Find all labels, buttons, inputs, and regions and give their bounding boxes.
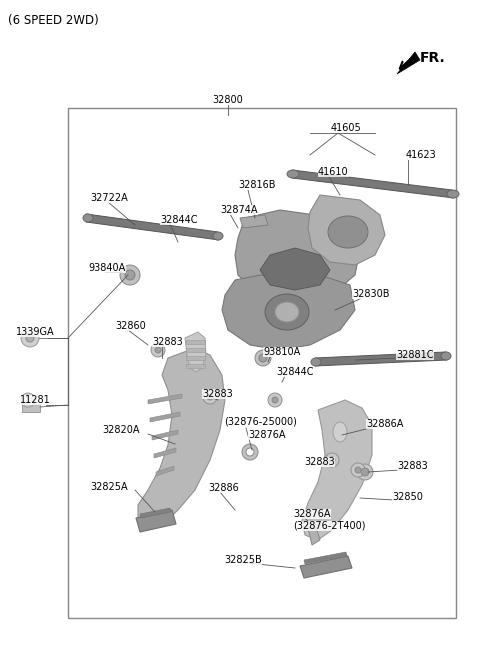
Polygon shape xyxy=(186,364,205,368)
Ellipse shape xyxy=(83,214,93,222)
Polygon shape xyxy=(315,352,447,366)
Polygon shape xyxy=(156,466,174,476)
Ellipse shape xyxy=(155,347,161,353)
Polygon shape xyxy=(150,412,180,422)
Text: 11281: 11281 xyxy=(20,395,51,405)
Text: 41623: 41623 xyxy=(406,150,437,160)
Ellipse shape xyxy=(311,358,321,366)
Text: 32860: 32860 xyxy=(115,321,146,331)
Text: 32886: 32886 xyxy=(208,483,239,493)
Text: 32883: 32883 xyxy=(202,389,233,399)
Ellipse shape xyxy=(207,394,213,400)
Ellipse shape xyxy=(272,397,278,403)
Polygon shape xyxy=(154,448,176,458)
Polygon shape xyxy=(304,552,347,564)
Ellipse shape xyxy=(120,265,140,285)
Text: 32883: 32883 xyxy=(397,461,428,471)
Text: 32722A: 32722A xyxy=(90,193,128,203)
Polygon shape xyxy=(300,556,352,578)
Bar xyxy=(68,108,456,618)
Ellipse shape xyxy=(21,329,39,347)
Polygon shape xyxy=(86,214,219,240)
Text: 32883: 32883 xyxy=(304,457,335,467)
Text: 32844C: 32844C xyxy=(276,367,313,377)
Ellipse shape xyxy=(259,354,267,362)
Text: 32883: 32883 xyxy=(152,337,183,347)
Ellipse shape xyxy=(125,270,135,280)
Polygon shape xyxy=(302,400,372,540)
Polygon shape xyxy=(140,508,171,518)
Text: 1339GA: 1339GA xyxy=(16,327,55,337)
Text: 41610: 41610 xyxy=(318,167,348,177)
Polygon shape xyxy=(397,52,420,74)
Text: 32800: 32800 xyxy=(213,95,243,105)
Text: 32850: 32850 xyxy=(392,492,423,502)
Polygon shape xyxy=(235,210,360,300)
Polygon shape xyxy=(138,348,225,530)
Text: 93840A: 93840A xyxy=(88,263,125,273)
Text: 32844C: 32844C xyxy=(160,215,197,225)
Ellipse shape xyxy=(287,170,299,178)
Text: 32825B: 32825B xyxy=(224,555,262,565)
Text: 32876A: 32876A xyxy=(293,509,331,519)
Text: 32886A: 32886A xyxy=(366,419,403,429)
Polygon shape xyxy=(22,404,40,412)
Polygon shape xyxy=(152,430,178,440)
Ellipse shape xyxy=(213,232,223,240)
Ellipse shape xyxy=(351,463,365,477)
Text: 32825A: 32825A xyxy=(90,482,128,492)
Text: 32830B: 32830B xyxy=(352,289,389,299)
Polygon shape xyxy=(186,356,205,360)
Ellipse shape xyxy=(441,352,451,360)
Ellipse shape xyxy=(361,468,369,476)
Ellipse shape xyxy=(246,448,254,456)
Text: 32876A: 32876A xyxy=(248,430,286,440)
Text: (32876-2T400): (32876-2T400) xyxy=(293,521,365,531)
Ellipse shape xyxy=(26,334,34,342)
Ellipse shape xyxy=(329,457,335,463)
Ellipse shape xyxy=(357,464,373,480)
Text: 93810A: 93810A xyxy=(263,347,300,357)
Ellipse shape xyxy=(355,467,361,473)
Polygon shape xyxy=(240,215,268,228)
Ellipse shape xyxy=(255,350,271,366)
Text: (32876-25000): (32876-25000) xyxy=(224,417,297,427)
Polygon shape xyxy=(308,524,320,545)
Text: 41605: 41605 xyxy=(331,123,361,133)
Text: 32820A: 32820A xyxy=(102,425,140,435)
Ellipse shape xyxy=(268,393,282,407)
Ellipse shape xyxy=(151,343,165,357)
Polygon shape xyxy=(260,248,330,290)
Text: (6 SPEED 2WD): (6 SPEED 2WD) xyxy=(8,14,99,27)
Polygon shape xyxy=(185,332,206,372)
Polygon shape xyxy=(148,394,182,404)
Polygon shape xyxy=(186,340,205,344)
Text: 32881C: 32881C xyxy=(396,350,433,360)
Text: 32816B: 32816B xyxy=(238,180,276,190)
Ellipse shape xyxy=(242,444,258,460)
Ellipse shape xyxy=(265,294,309,330)
Ellipse shape xyxy=(275,302,299,322)
Ellipse shape xyxy=(203,390,217,404)
Polygon shape xyxy=(308,195,385,265)
Ellipse shape xyxy=(328,216,368,248)
Polygon shape xyxy=(136,510,176,532)
Polygon shape xyxy=(292,170,454,198)
Polygon shape xyxy=(222,275,355,350)
Text: FR.: FR. xyxy=(420,51,446,65)
Polygon shape xyxy=(186,348,205,352)
Ellipse shape xyxy=(21,393,35,407)
Ellipse shape xyxy=(325,453,339,467)
Text: 32874A: 32874A xyxy=(220,205,257,215)
Ellipse shape xyxy=(333,422,347,442)
Ellipse shape xyxy=(447,190,459,198)
